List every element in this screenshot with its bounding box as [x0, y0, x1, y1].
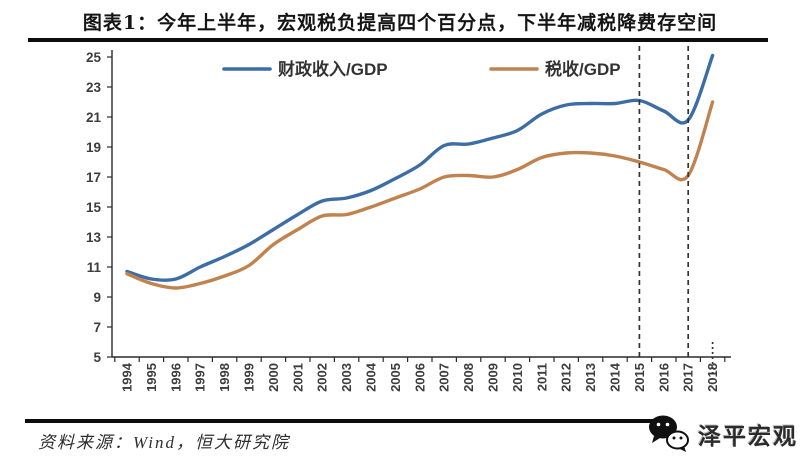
x-tick-label: 2016	[656, 363, 671, 392]
legend-label-tax-gdp-line: 税收/GDP	[545, 59, 621, 79]
title-underline-rule	[28, 38, 768, 42]
data-source-note: 资料来源：Wind，恒大研究院	[38, 433, 290, 452]
y-tick-label: 9	[93, 290, 101, 305]
x-tick-label: 2002	[315, 363, 330, 392]
x-tick-label: 1997	[193, 363, 208, 392]
publisher-logo-text: 泽平宏观	[698, 424, 798, 450]
y-tick-label: 21	[86, 110, 102, 125]
publisher-logo: 泽平宏观	[646, 406, 800, 462]
chart-canvas: 5 7 9 11 13 15 17 19 21 23 25 1994 1995 1996 1997 1998 1…	[86, 46, 731, 392]
x-tick-label: 1994	[120, 362, 135, 392]
fiscal-revenue-gdp-line	[125, 53, 715, 282]
y-tick-label: 25	[86, 50, 102, 65]
x-tick-label: 2007	[437, 363, 452, 392]
y-tick-label: 17	[86, 170, 101, 185]
y-tick-label: 13	[86, 230, 102, 245]
x-tick-label: 2003	[339, 363, 354, 392]
x-tick-label: 1995	[144, 363, 159, 392]
chart-figure-title: 图表1：今年上半年，宏观税负提高四个百分点，下半年减税降费存空间	[82, 12, 718, 34]
x-tick-label: 2005	[388, 363, 403, 392]
x-tick-label: 2000	[266, 363, 281, 392]
line-chart: 5 7 9 11 13 15 17 19 21 23 25 1994 1995 1996 1997 1998 1…	[0, 42, 800, 416]
x-tick-label: 2012	[559, 363, 574, 392]
x-tick-label: 2010	[510, 363, 525, 392]
x-tick-label: 1996	[168, 363, 183, 392]
x-tick-label: 1999	[242, 363, 257, 392]
y-tick-label: 15	[86, 200, 102, 215]
x-tick-label: 2008	[461, 363, 476, 392]
x-tick-label: 2018	[705, 363, 720, 392]
x-tick-label: 2017	[681, 363, 696, 392]
x-tick-label: 2006	[412, 363, 427, 392]
y-tick-label: 19	[86, 140, 101, 155]
x-tick-label: 1998	[217, 363, 232, 392]
x-tick-label: 2001	[290, 363, 305, 392]
tax-gdp-line	[125, 100, 715, 290]
x-tick-label: 2013	[583, 363, 598, 392]
y-tick-label: 11	[87, 260, 102, 275]
x-tick-label: 2009	[486, 363, 501, 392]
y-tick-label: 7	[93, 320, 101, 335]
x-tick-label: 2011	[534, 363, 549, 391]
wechat-icon	[649, 415, 689, 452]
x-tick-label: 2004	[364, 362, 379, 392]
footer-rule	[25, 419, 659, 423]
x-tick-label: 2014	[608, 362, 623, 392]
x-tick-label: 2015	[632, 363, 647, 392]
legend-label-fiscal-revenue-gdp-line: 财政收入/GDP	[277, 59, 388, 79]
y-tick-label: 5	[93, 350, 101, 365]
y-tick-label: 23	[86, 80, 102, 95]
